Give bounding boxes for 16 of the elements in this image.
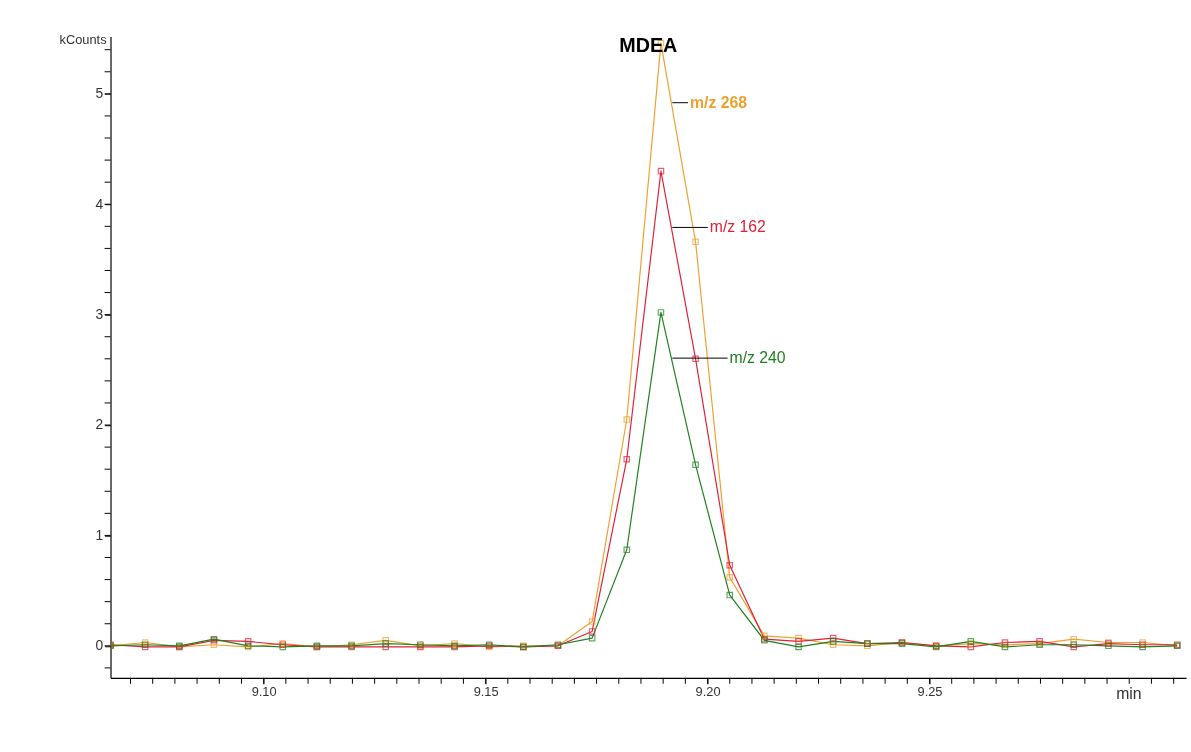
x-tick-label: 9.15 xyxy=(473,684,499,700)
y-tick-label: 1 xyxy=(95,526,104,543)
y-tick-label: 2 xyxy=(95,416,104,433)
y-axis-title: kCounts xyxy=(59,32,107,48)
text: m/z 162 xyxy=(709,218,766,236)
series-label: m/z 268 xyxy=(690,93,748,111)
text: m/z 240 xyxy=(729,349,786,367)
chart-title: MDEA xyxy=(619,34,678,57)
x-tick-label: 9.25 xyxy=(917,684,943,700)
y-tick-label: 0 xyxy=(95,637,104,654)
x-tick-label: 9.10 xyxy=(251,684,277,700)
y-tick-label: 5 xyxy=(95,85,104,102)
x-axis-title: min xyxy=(1116,684,1142,702)
y-tick-label: 3 xyxy=(95,306,104,323)
x-tick-label: 9.20 xyxy=(695,684,721,700)
y-tick-label: 4 xyxy=(95,195,104,212)
